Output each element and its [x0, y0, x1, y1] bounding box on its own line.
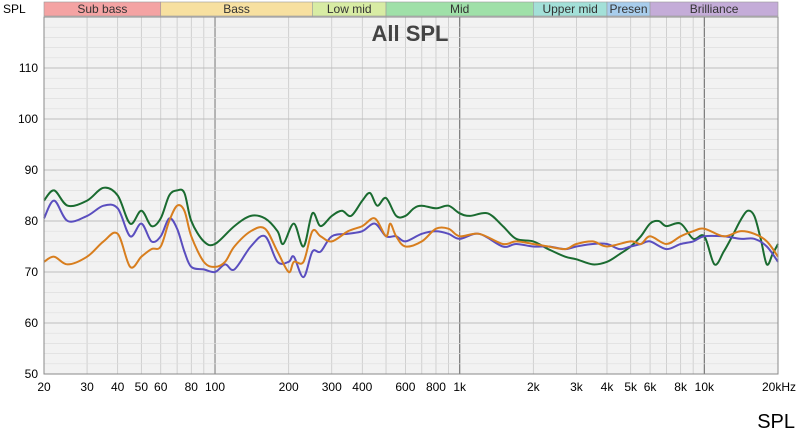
axes: 20 30 40 50 60 80 100 200 300 400 600 800 1k 2k 3k 4k 5k… [18, 16, 796, 394]
x-tick-label: 60 [154, 380, 168, 394]
plot-frame [43, 16, 779, 375]
y-tick-label: 70 [25, 265, 39, 279]
y-tick-label: 60 [25, 316, 39, 330]
band-label: Low mid [327, 2, 372, 16]
frequency-bands: Sub bass Bass Low mid Mid Upper mid Presen Bri… [43, 1, 779, 17]
y-axis-label: SPL [3, 2, 26, 16]
x-tick-label: 30 [80, 380, 94, 394]
plot-area [44, 17, 778, 374]
band-label: Brilliance [690, 2, 739, 16]
x-tick-label: 1k [453, 380, 467, 394]
band-label: Upper mid [542, 2, 597, 16]
x-tick-label: 20kHz [762, 380, 796, 394]
chart-title: All SPL [371, 21, 448, 46]
x-tick-label: 50 [135, 380, 149, 394]
x-tick-label: 2k [527, 380, 541, 394]
x-tick-label: 5k [624, 380, 638, 394]
x-tick-label: 100 [205, 380, 225, 394]
series-line-0 [43, 186, 779, 266]
x-tick-label: 200 [279, 380, 299, 394]
x-tick-label: 6k [644, 380, 658, 394]
band-label: Presen [610, 2, 648, 16]
y-tick-label: 110 [19, 61, 38, 75]
series-line-2 [43, 204, 779, 274]
x-tick-label: 3k [570, 380, 584, 394]
series-lines [43, 186, 779, 279]
x-tick-label: 400 [352, 380, 372, 394]
plot-background [44, 17, 778, 374]
band-label: Mid [450, 2, 469, 16]
x-tick-label: 800 [426, 380, 446, 394]
x-tick-label: 8k [674, 380, 688, 394]
y-tick-label: 90 [25, 163, 39, 177]
x-tick-label: 10k [695, 380, 715, 394]
footer-label: SPL [757, 411, 795, 433]
y-tick-label: 50 [25, 367, 39, 381]
band-label: Bass [223, 2, 250, 16]
band-label: Sub bass [77, 2, 127, 16]
band-6 [649, 1, 779, 17]
x-tick-label: 20 [37, 380, 51, 394]
x-tick-label: 300 [322, 380, 342, 394]
x-tick-label: 40 [111, 380, 125, 394]
x-tick-label: 600 [395, 380, 415, 394]
x-tick-label: 4k [601, 380, 615, 394]
y-tick-label: 100 [18, 112, 38, 126]
x-tick-label: 80 [185, 380, 199, 394]
y-tick-label: 80 [25, 214, 39, 228]
